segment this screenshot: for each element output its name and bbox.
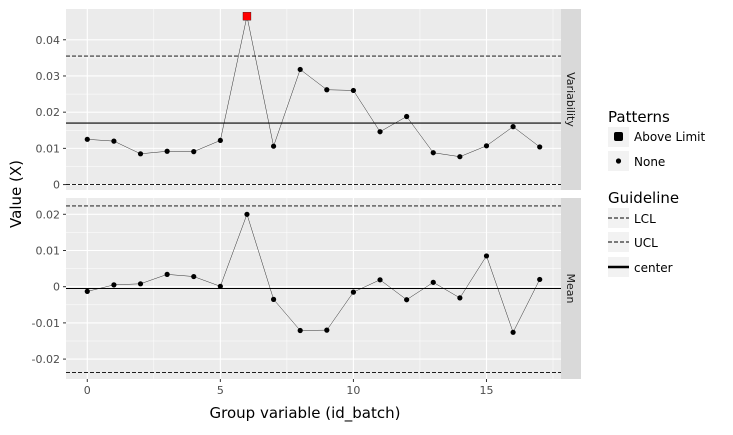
data-point — [270, 143, 277, 149]
data-point — [483, 143, 490, 149]
panel-mean: -0.02 -0.01 0 0.01 0.02 Mean — [32, 198, 581, 379]
data-point — [430, 150, 436, 156]
legend-patterns: Patterns Above Limit None — [608, 108, 706, 171]
legend-guideline: Guideline LCL UCL center — [608, 189, 679, 277]
facet-strip — [561, 198, 581, 379]
y-tick-label: 0.02 — [36, 208, 61, 221]
series-line-mean — [87, 213, 540, 333]
x-axis-title: Group variable (id_batch) — [210, 404, 401, 423]
legend-label-ucl: UCL — [634, 236, 658, 250]
data-point — [457, 295, 463, 301]
x-tick-label: 5 — [217, 384, 224, 397]
data-point — [297, 66, 303, 73]
legend-key-above-limit-square — [614, 132, 623, 141]
data-point — [324, 327, 330, 333]
data-point — [510, 124, 516, 130]
facet-strip — [561, 9, 581, 190]
data-point — [430, 279, 436, 285]
data-point — [217, 283, 223, 289]
y-tick-label: 0.01 — [36, 142, 61, 155]
data-point — [191, 149, 197, 155]
data-point — [350, 87, 357, 94]
y-tick-label: 0 — [53, 281, 60, 294]
x-tick-label: 15 — [479, 384, 493, 397]
y-tick-label: 0.01 — [36, 244, 61, 257]
data-point — [111, 282, 117, 288]
data-point — [244, 211, 250, 217]
data-point — [324, 87, 330, 93]
data-point — [111, 138, 117, 144]
data-point — [483, 253, 490, 259]
y-tick-label: 0.02 — [36, 106, 61, 119]
data-point — [137, 281, 144, 287]
data-point — [377, 277, 383, 283]
data-point — [537, 144, 543, 150]
data-point — [457, 154, 463, 160]
panel-variability: 0 0.01 0.02 0.03 0.04 Variability — [36, 9, 581, 192]
data-point-above-limit — [242, 12, 252, 21]
legend-label-center: center — [634, 261, 673, 275]
legend-guideline-title: Guideline — [608, 189, 679, 207]
x-tick-label: 10 — [346, 384, 360, 397]
y-tick-label: -0.01 — [32, 317, 60, 330]
data-point — [137, 151, 144, 157]
data-point — [164, 148, 170, 154]
panel-background — [66, 9, 561, 190]
legend-key-none-point — [615, 158, 622, 164]
data-point — [350, 289, 357, 295]
data-point — [191, 273, 197, 280]
y-tick-label: 0.04 — [36, 34, 61, 47]
y-tick-label: -0.02 — [32, 353, 60, 366]
legend-key-ucl-bg — [608, 232, 629, 252]
data-point — [404, 113, 410, 120]
legend-label-lcl: LCL — [634, 212, 656, 226]
y-tick-label: 0 — [53, 179, 60, 192]
facet-strip-label: Variability — [564, 72, 577, 127]
data-point — [377, 129, 383, 135]
data-point — [404, 297, 410, 303]
legend-key-lcl-bg — [608, 208, 629, 228]
data-point — [217, 137, 223, 144]
data-point — [270, 296, 277, 302]
data-point — [84, 288, 90, 294]
y-axis-title: Value (X) — [7, 160, 25, 228]
data-point — [510, 329, 516, 335]
data-point — [84, 136, 90, 142]
x-tick-label: 0 — [84, 384, 91, 397]
data-point — [297, 327, 303, 334]
legend-label-none: None — [634, 155, 665, 169]
legend-label-above-limit: Above Limit — [634, 130, 706, 144]
legend-patterns-title: Patterns — [608, 108, 670, 126]
data-point — [164, 271, 170, 277]
data-point — [537, 276, 543, 283]
y-tick-label: 0.03 — [36, 70, 61, 83]
facet-strip-label: Mean — [564, 274, 577, 304]
series-line-variability — [87, 16, 540, 157]
